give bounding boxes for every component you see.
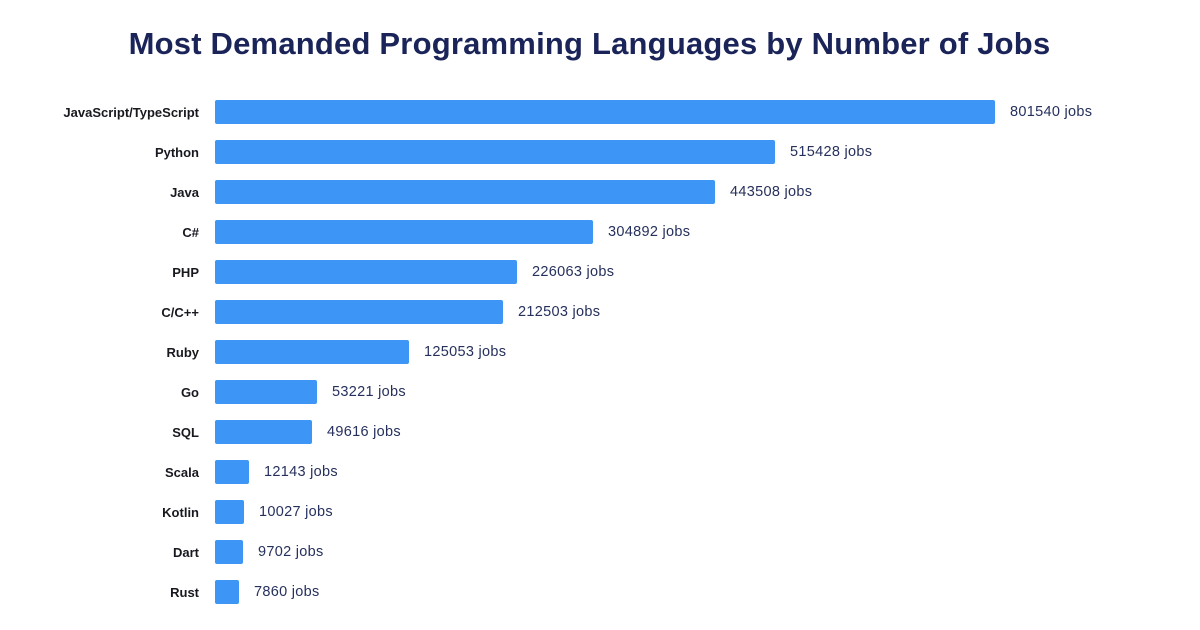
bar [215, 300, 503, 324]
bar [215, 340, 409, 364]
bar-label: Go [180, 384, 199, 400]
bar [215, 180, 715, 204]
chart-row: PHP 226063 jobs [19, 252, 1160, 292]
bar-label: JavaScript/TypeScript [63, 104, 199, 120]
chart-row: SQL 49616 jobs [19, 412, 1160, 452]
chart-row: C# 304892 jobs [19, 212, 1160, 252]
bar-value: 7860 jobs [254, 584, 320, 600]
bar-value: 9702 jobs [258, 544, 324, 560]
chart-row: Rust 7860 jobs [19, 572, 1160, 612]
bar-area: 125053 jobs [215, 340, 1160, 364]
bar-value: 49616 jobs [327, 424, 401, 440]
bar-area: 53221 jobs [215, 380, 1160, 404]
bar [215, 460, 249, 484]
bar-label: Dart [172, 544, 199, 560]
chart-row: Kotlin 10027 jobs [19, 492, 1160, 532]
bar-label: C# [182, 224, 199, 240]
bar-chart: JavaScript/TypeScript 801540 jobs Python… [19, 92, 1160, 612]
bar-area: 443508 jobs [215, 180, 1160, 204]
bar-value: 12143 jobs [264, 464, 338, 480]
bar-area: 12143 jobs [215, 460, 1160, 484]
bar-value: 125053 jobs [424, 344, 507, 360]
bar-area: 304892 jobs [215, 220, 1160, 244]
bar-value: 515428 jobs [790, 144, 873, 160]
bar-value: 212503 jobs [518, 304, 601, 320]
bar [215, 380, 317, 404]
bar-value: 443508 jobs [730, 184, 813, 200]
chart-row: JavaScript/TypeScript 801540 jobs [19, 92, 1160, 132]
bar-area: 212503 jobs [215, 300, 1160, 324]
bar [215, 100, 995, 124]
bar-label: PHP [172, 264, 199, 280]
bar [215, 260, 517, 284]
chart-row: Java 443508 jobs [19, 172, 1160, 212]
bar [215, 580, 239, 604]
bar-area: 9702 jobs [215, 540, 1160, 564]
chart-row: Python 515428 jobs [19, 132, 1160, 172]
bar-area: 7860 jobs [215, 580, 1160, 604]
bar [215, 220, 593, 244]
bar-value: 10027 jobs [259, 504, 333, 520]
bar-label: Python [154, 144, 199, 160]
bar-value: 304892 jobs [608, 224, 691, 240]
bar-area: 515428 jobs [215, 140, 1160, 164]
chart-row: Ruby 125053 jobs [19, 332, 1160, 372]
bar-value: 801540 jobs [1010, 104, 1093, 120]
chart-row: Scala 12143 jobs [19, 452, 1160, 492]
bar-area: 801540 jobs [215, 100, 1160, 124]
chart-row: Go 53221 jobs [19, 372, 1160, 412]
chart-row: C/C++ 212503 jobs [19, 292, 1160, 332]
bar-label: Java [170, 184, 199, 200]
bar [215, 420, 312, 444]
bar-label: Scala [165, 464, 199, 480]
chart-title: Most Demanded Programming Languages by N… [128, 26, 1051, 61]
chart-row: Dart 9702 jobs [19, 532, 1160, 572]
bar-value: 226063 jobs [532, 264, 615, 280]
bar [215, 500, 244, 524]
bar-area: 226063 jobs [215, 260, 1160, 284]
bar-value: 53221 jobs [332, 384, 406, 400]
bar-label: Ruby [166, 344, 200, 360]
bar-label: Rust [170, 584, 199, 600]
bar-area: 10027 jobs [215, 500, 1160, 524]
bar [215, 140, 775, 164]
bar [215, 540, 243, 564]
bar-label: SQL [172, 424, 199, 440]
bar-label: C/C++ [161, 304, 199, 320]
bar-area: 49616 jobs [215, 420, 1160, 444]
bar-label: Kotlin [162, 504, 199, 520]
